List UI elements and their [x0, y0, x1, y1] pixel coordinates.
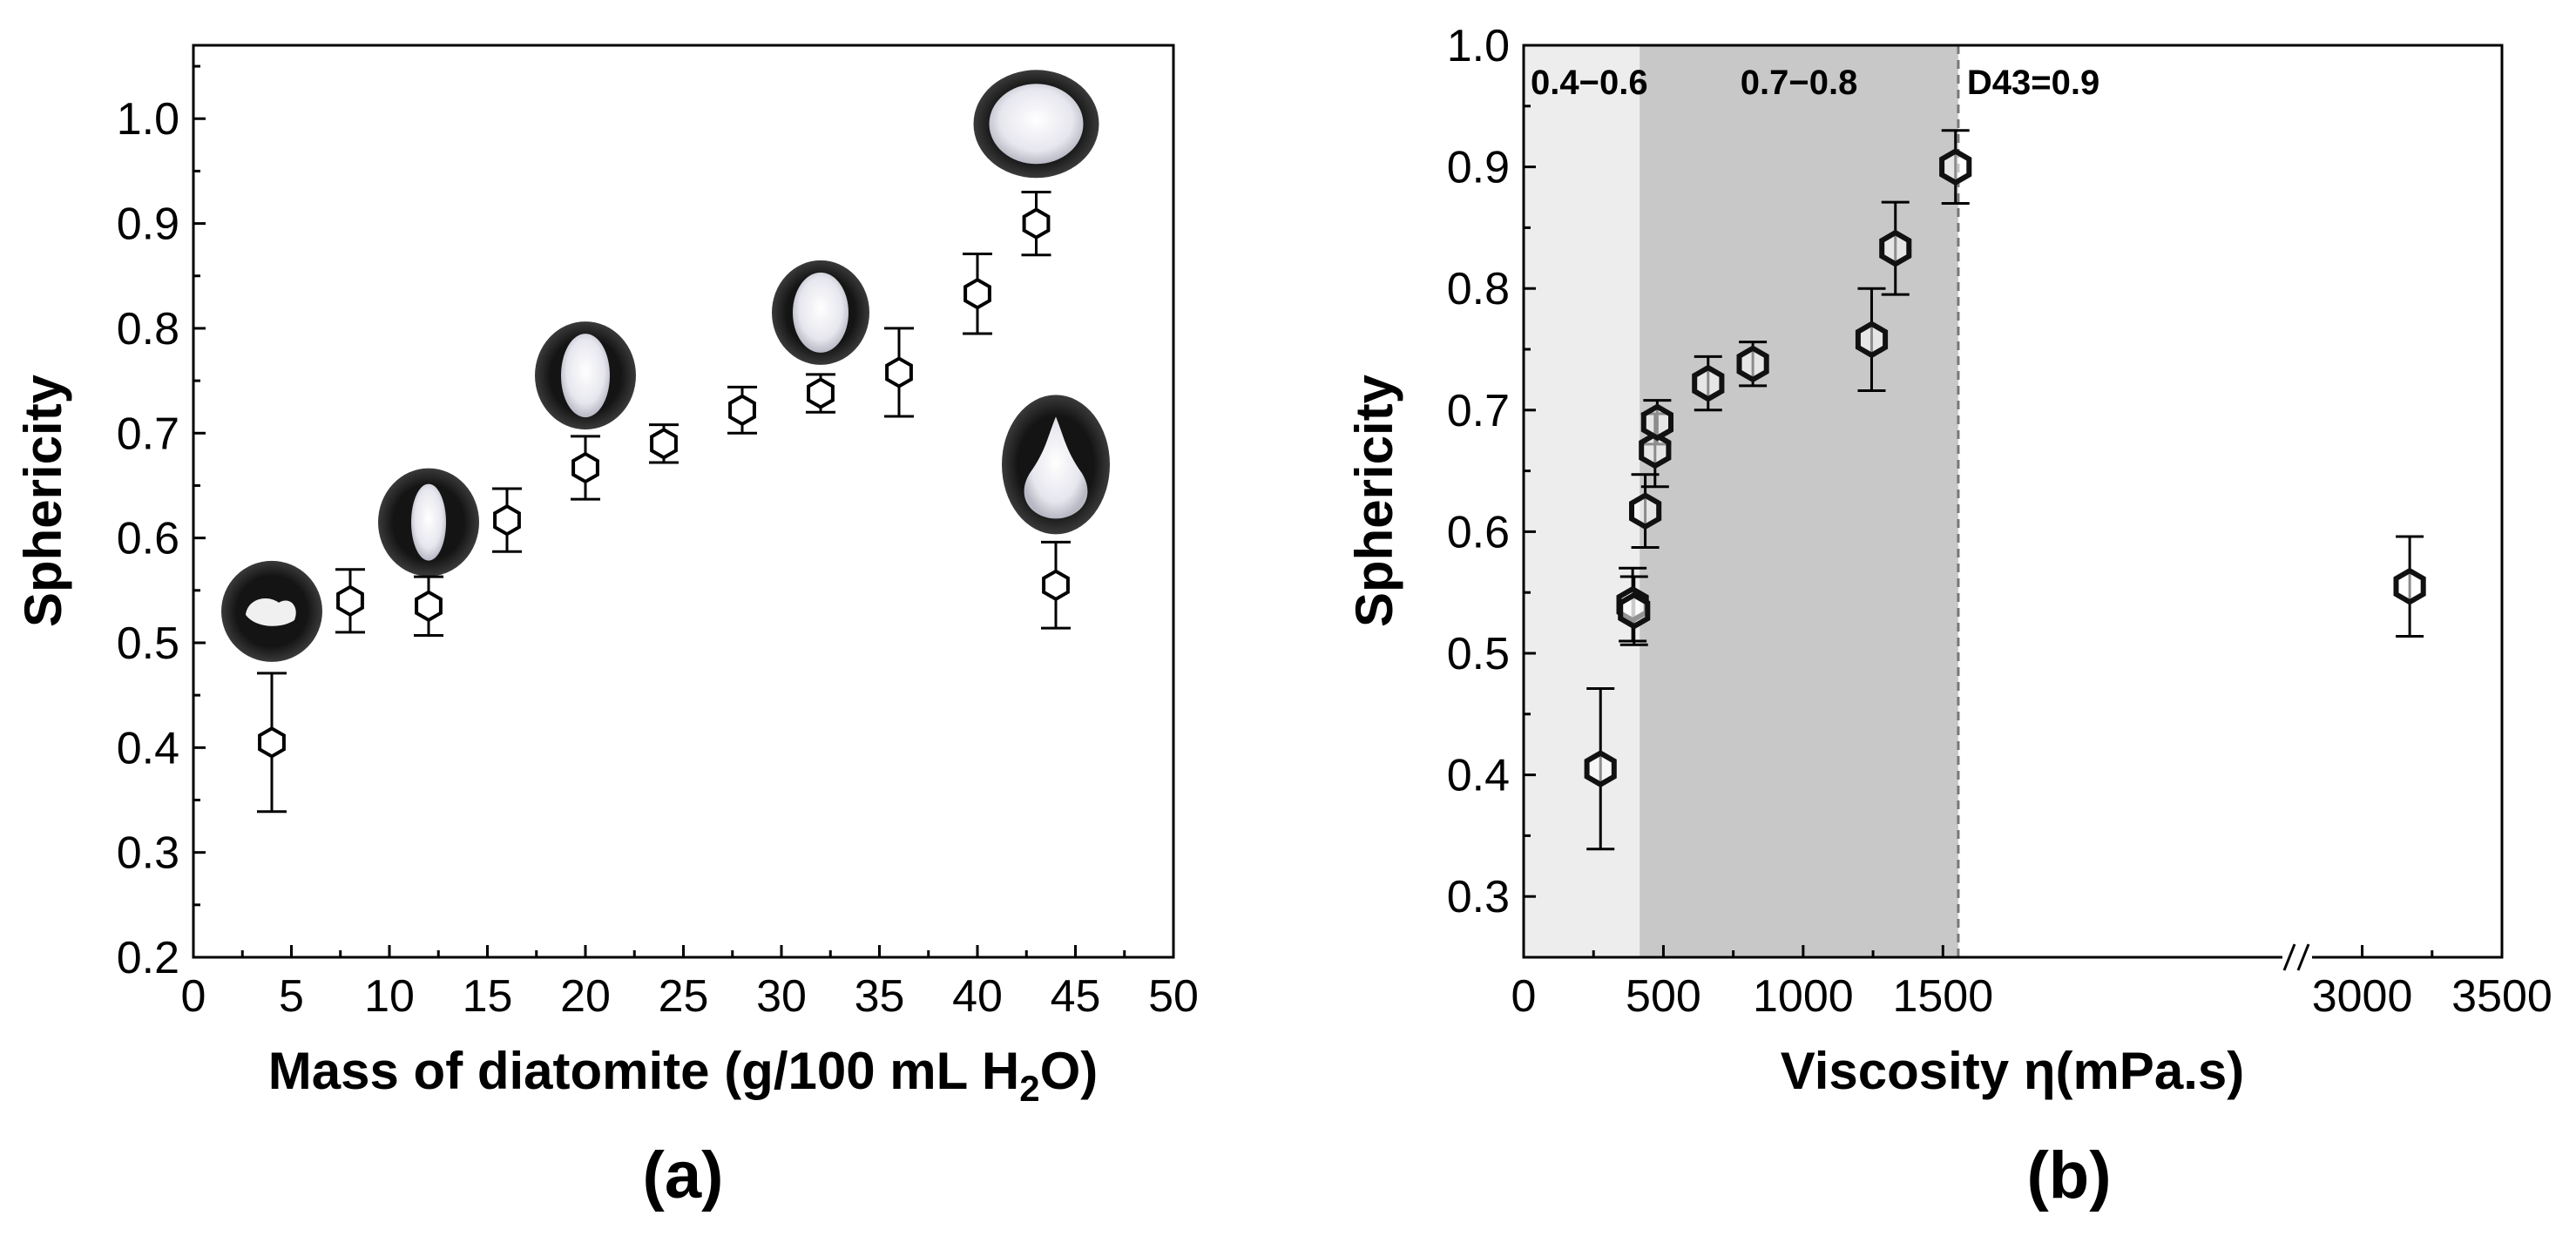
axis-break-mark: [2282, 942, 2312, 972]
y-axis-ticks: 0.3 0.4 0.5 0.6 0.7 0.8 0.9 1.0: [1447, 21, 1536, 922]
data-point-3: [493, 503, 521, 537]
y-tick-label-5: 0.8: [1447, 264, 1510, 314]
panel-a: 0 5 10 15 20 25 30 35 40 45 50 0.20.30.40.50.60.70…: [14, 44, 1199, 1212]
x-axis-title-main: Mass of diatomite (g/100 mL H: [268, 1042, 1019, 1100]
y-tick-label-0: 0.3: [1447, 872, 1510, 922]
x-tick-label-3500: 3500: [2451, 971, 2552, 1022]
y-tick-label-7: 1.0: [1447, 21, 1510, 71]
droplet-images: [221, 70, 1110, 662]
y-tick-label-1: 0.3: [117, 828, 179, 879]
y-tick-label-4: 0.7: [1447, 386, 1510, 436]
region-2: [1957, 45, 2502, 957]
y-axis-title: Sphericity: [1345, 374, 1403, 627]
x-tick-label-50: 50: [1148, 971, 1199, 1022]
data-point-0: [1584, 750, 1617, 788]
data-markers: [1584, 148, 2426, 788]
region-0: [1524, 45, 1640, 957]
data-point-9: [963, 277, 991, 310]
data-point-11: [2393, 567, 2426, 605]
x-tick-label-15: 15: [463, 971, 513, 1022]
y-tick-label-6: 0.8: [117, 304, 179, 355]
data-point-8: [1855, 321, 1889, 359]
data-point-8: [885, 356, 913, 388]
x-tick-label-500: 500: [1626, 971, 1701, 1022]
x-axis-title-end: O): [1040, 1042, 1099, 1100]
y-tick-label-8: 1.0: [117, 94, 179, 145]
region-label-0: 0.4−0.6: [1531, 64, 1648, 102]
data-point-6: [728, 394, 756, 427]
x-axis-title: Mass of diatomite (g/100 mL H2O): [268, 1042, 1098, 1109]
plot-frame: [1522, 44, 2504, 959]
panel-label-b: (b): [2026, 1138, 2111, 1212]
data-point-0: [258, 726, 286, 759]
x-tick-label-20: 20: [560, 971, 611, 1022]
x-axis-title-subscript: 2: [1019, 1068, 1039, 1109]
x-tick-label-1500: 1500: [1892, 971, 1993, 1022]
x-tick-label-25: 25: [659, 971, 709, 1022]
x-tick-label-3000: 3000: [2312, 971, 2413, 1022]
droplet-image-round: [973, 70, 1099, 179]
x-tick-label-40: 40: [952, 971, 1003, 1022]
data-point-7: [807, 377, 835, 409]
region-1: [1640, 45, 1958, 957]
panel-label-a: (a): [643, 1138, 724, 1212]
data-point-4: [571, 451, 599, 484]
region-label-2: D43=0.9: [1967, 64, 2099, 102]
y-tick-label-1: 0.4: [1447, 751, 1510, 801]
x-axis-title: Viscosity η(mPa.s): [1781, 1042, 2244, 1100]
data-point-9: [1879, 229, 1912, 267]
data-point-7: [1736, 345, 1769, 383]
x-tick-label-35: 35: [855, 971, 905, 1022]
region-labels: 0.4−0.6 0.7−0.8 D43=0.9: [1531, 64, 2099, 102]
y-tick-label-7: 0.9: [117, 199, 179, 250]
data-point-4: [1639, 431, 1672, 469]
region-label-1: 0.7−0.8: [1741, 64, 1858, 102]
data-point-2: [1618, 591, 1651, 630]
y-tick-label-5: 0.7: [117, 409, 179, 459]
y-tick-label-3: 0.6: [1447, 507, 1510, 557]
data-markers: [258, 207, 1070, 759]
viscosity-regions: [1524, 45, 2502, 957]
y-tick-label-4: 0.6: [117, 514, 179, 564]
error-bars: [257, 190, 1071, 814]
droplet-image-tailed: [1002, 395, 1110, 535]
data-point-10: [1022, 207, 1051, 240]
data-point-10: [1939, 148, 1972, 186]
x-tick-label-30: 30: [756, 971, 807, 1022]
x-axis-ticks: 0 5 10 15 20 25 30 35 40 45 50: [181, 945, 1199, 1022]
data-point-1: [336, 584, 364, 618]
data-point-11: [1042, 569, 1070, 602]
y-tick-label-6: 0.9: [1447, 143, 1510, 193]
y-tick-label-3: 0.5: [117, 618, 179, 669]
x-tick-label-45: 45: [1051, 971, 1101, 1022]
y-axis-title: Sphericity: [14, 374, 72, 627]
data-point-2: [415, 590, 443, 623]
y-tick-label-2: 0.4: [117, 723, 179, 773]
y-tick-label-0: 0.2: [117, 933, 179, 983]
panel-b: 0.4−0.6 0.7−0.8 D43=0.9 0 500 1000 1500 3000 35…: [1345, 21, 2552, 1212]
data-point-6: [1692, 364, 1725, 402]
droplet-image-near-round: [772, 260, 869, 365]
x-tick-label-10: 10: [364, 971, 415, 1022]
y-tick-label-2: 0.5: [1447, 629, 1510, 679]
x-tick-label-1000: 1000: [1753, 971, 1854, 1022]
data-point-5: [1640, 403, 1673, 442]
droplet-image-oval: [535, 321, 636, 430]
x-axis-ticks: 0 500 1000 1500 3000 3500: [1511, 945, 2552, 1022]
x-tick-label-0: 0: [1511, 971, 1537, 1022]
data-point-3: [1629, 492, 1662, 530]
droplet-image-irregular: [221, 560, 322, 662]
droplet-image-elongated: [378, 468, 479, 577]
data-point-5: [650, 427, 678, 460]
x-tick-label-0: 0: [181, 971, 206, 1022]
y-axis-ticks: 0.2 0.3 0.4 0.5 0.6 0.7 0.8 0.9 1.0: [117, 64, 206, 983]
x-tick-label-5: 5: [279, 971, 304, 1022]
